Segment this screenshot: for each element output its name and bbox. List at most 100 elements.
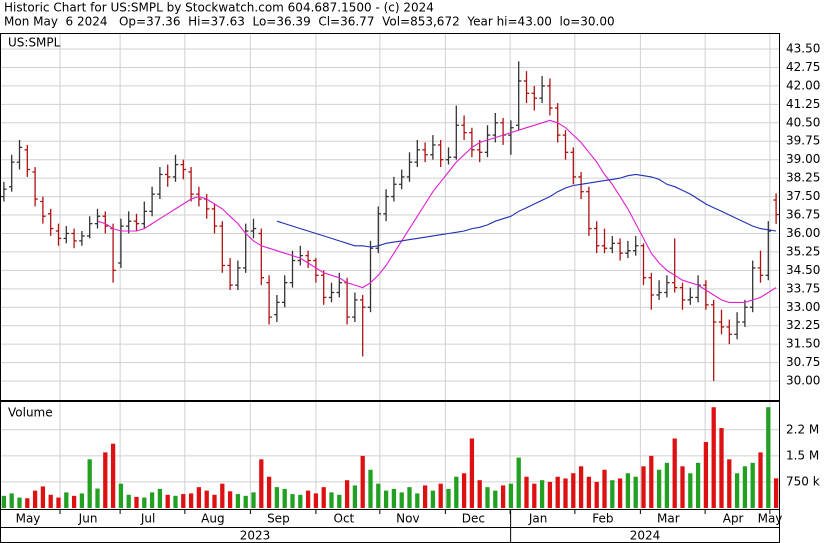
y-tick-label: 2.2 M [786,422,819,436]
volume-bar [477,480,482,508]
y-tick-label: 33.75 [786,281,820,295]
volume-bar [87,459,92,508]
y-tick-label: 31.50 [786,337,820,351]
chart-subtitle: Mon May 6 2024 Op=37.36 Hi=37.63 Lo=36.3… [4,15,615,29]
volume-bar [383,490,389,508]
volume-bar [282,488,287,508]
volume-bar [274,487,280,508]
volume-bar [321,487,326,508]
x-tick-label: Jan [528,512,548,526]
volume-bar [188,493,194,508]
volume-bar [578,466,584,508]
volume-bar [750,462,755,508]
volume-bar [329,492,334,508]
x-tick-label: Oct [334,512,355,526]
moving-average [97,119,777,303]
volume-bar [773,478,779,508]
volume-bar [399,492,404,508]
volume-bar [617,478,623,508]
volume-bar [539,480,545,508]
y-tick-label: 750 k [786,474,820,488]
volume-bar [571,473,576,508]
volume-bar [110,443,116,508]
volume-bar [196,487,202,508]
volume-bar [64,492,69,508]
volume-bar [602,469,607,508]
y-tick-label: 42.00 [786,78,820,92]
volume-bar [352,485,358,508]
y-tick-label: 32.25 [786,318,820,332]
volume-bar [204,490,209,508]
volume-bar [391,488,397,508]
volume-bar [649,455,654,508]
volume-bar [95,488,100,508]
volume-bar [688,473,693,508]
volume-bar [524,476,529,508]
volume-bar [508,483,514,508]
plot-layer: 30.00 30.75 31.50 32.25 33.00 33.75 34.50 35.25… [0,34,820,543]
chart-title: Historic Chart for US:SMPL by Stockwatch… [4,1,434,15]
y-tick-label: 39.75 [786,134,820,148]
volume-bar [173,495,178,508]
volume-bar [407,487,412,508]
volume-bar [118,483,124,508]
moving-average [276,173,777,248]
x-tick-label: May [16,512,41,526]
x-tick-label: Jun [78,512,98,526]
volume-bar [337,494,342,508]
volume-bar [313,493,319,508]
volume-bar [25,498,30,508]
y-tick-label: 30.00 [786,374,820,388]
volume-bar [734,473,740,508]
volume-bar [586,476,592,508]
price-frame [0,33,780,401]
volume-bar [360,455,365,508]
volume-bar [766,407,771,508]
volume-bar [149,492,155,508]
volume-bar [461,473,467,508]
volume-bar [251,492,256,508]
volume-bar [711,407,716,508]
volume-bar [48,494,53,508]
volume-bar [376,483,381,508]
volume-bar [305,490,311,508]
x-tick-label: May [758,512,783,526]
volume-bar [165,494,170,508]
symbol-label: US:SMPL [8,36,61,50]
volume-bar [695,462,701,508]
volume-bar [71,495,77,508]
volume-bar [298,494,303,508]
volume-bar [243,495,248,508]
volume-bar [703,441,709,508]
y-tick-label: 35.25 [786,244,820,258]
volume-bar [641,466,646,508]
year-label: 2024 [630,529,661,543]
volume-bar [290,494,295,508]
volume-bar [727,459,732,508]
volume-bar [672,438,677,508]
volume-bar [656,469,662,508]
y-tick-label: 41.25 [786,97,820,111]
volume-bar [594,481,599,508]
volume-bar [500,485,506,508]
y-tick-label: 30.75 [786,355,820,369]
volume-bar [719,428,724,508]
volume-bar [430,490,436,508]
volume-bar [454,476,459,508]
volume-bar [212,494,217,508]
volume-bar [220,483,225,508]
volume-bar [235,494,241,508]
volume-bar [181,494,186,508]
volume-title: Volume [8,406,53,420]
volume-bar [555,476,560,508]
volume-bar [1,495,7,508]
volume-bar [758,452,763,508]
y-tick-label: 33.00 [786,300,820,314]
volume-bar [547,481,553,508]
volume-bar [422,485,428,508]
volume-bar [469,438,475,508]
volume-bar [446,488,451,508]
